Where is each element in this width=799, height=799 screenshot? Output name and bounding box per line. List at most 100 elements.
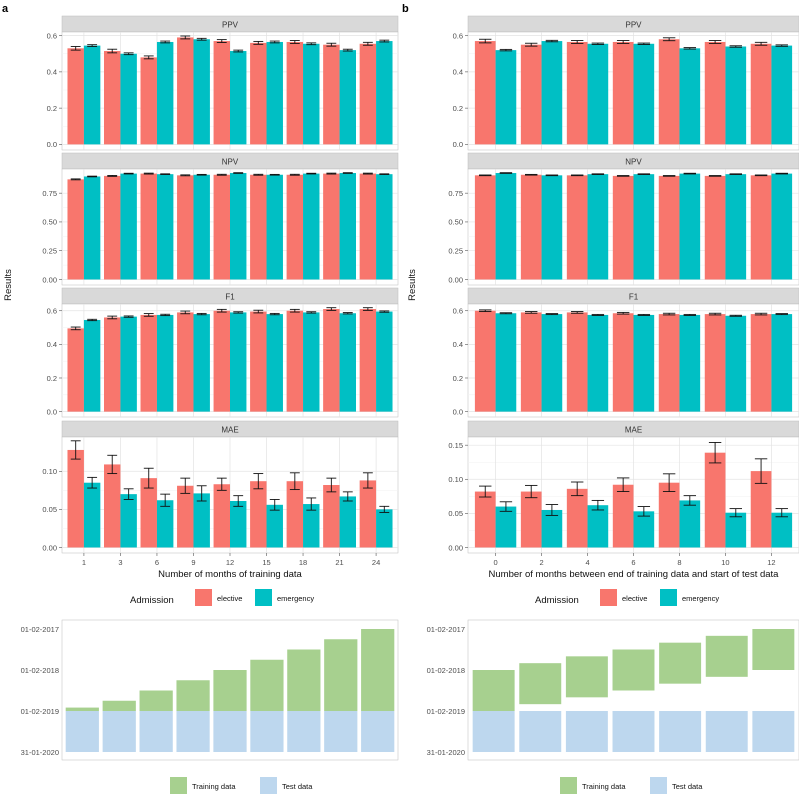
timeline-ytick-label: 01-02-2019 [427, 707, 465, 716]
facet-a-ppv-bar-elective [213, 41, 230, 145]
facet-a-npv-bar-elective [323, 173, 340, 280]
facet-b-mae-bar-elective [612, 484, 634, 548]
legend-b-emergency-swatch [660, 589, 677, 606]
facet-b-ppv-bar-elective [520, 44, 542, 145]
facet-b-mae-bar-emergency [587, 505, 609, 548]
y-axis-title: Results [3, 269, 14, 301]
facet-b-f1-bar-emergency [495, 313, 517, 412]
facet-a-npv-ytick-label: 0.00 [42, 275, 57, 284]
facet-b-ppv-bar-elective [612, 41, 634, 145]
facet-b-npv-bar-elective [658, 175, 680, 280]
facet-b-mae-ytick-label: 0.10 [448, 475, 463, 484]
facet-a-ppv-bar-elective [140, 57, 157, 145]
facet-a-f1-bar-elective [359, 309, 377, 412]
timeline-ytick-label: 01-02-2017 [427, 625, 465, 634]
facet-b-npv-bar-elective [704, 175, 726, 280]
test-data-bar [472, 711, 515, 752]
panel-label-a: a [2, 3, 9, 15]
timeline-ytick-label: 01-02-2017 [21, 625, 59, 634]
facet-b-f1-bar-elective [750, 314, 772, 412]
legend-a-emergency-swatch [255, 589, 272, 606]
facet-a-f1-bar-emergency [266, 314, 283, 412]
facet-a-mae-ytick-label: 0.10 [42, 467, 57, 476]
facet-a-npv-bar-emergency [230, 173, 247, 280]
x-tick-label: 24 [372, 558, 380, 567]
facet-b-npv-ytick-label: 0.75 [448, 189, 463, 198]
training-legend-label: Training data [582, 782, 626, 791]
facet-a-npv-bar-emergency [303, 173, 320, 280]
facet-a-npv-title: NPV [222, 158, 239, 167]
facet-a-ppv-ytick-label: 0.2 [47, 104, 57, 113]
facet-a-ppv-ytick-label: 0.4 [47, 68, 57, 77]
facet-a-ppv-bar-emergency [156, 41, 174, 145]
facet-a-npv-bar-elective [140, 173, 157, 280]
test-legend-label: Test data [282, 782, 313, 791]
facet-b-f1-bar-elective [474, 310, 496, 412]
facet-b-mae-title: MAE [625, 426, 642, 435]
facet-b-ppv-bar-emergency [771, 45, 793, 145]
training-data-bar [65, 707, 99, 711]
timeline-ytick-label: 31-01-2020 [21, 748, 59, 757]
facet-a-ppv-bar-emergency [120, 53, 137, 145]
legend-a-title: Admission [130, 595, 174, 606]
facet-a-mae-bar-elective [359, 480, 377, 548]
facet-a-ppv-bar-emergency [193, 39, 210, 145]
test-legend-label: Test data [672, 782, 703, 791]
facet-a-f1-bar-elective [67, 328, 84, 412]
training-data-bar [139, 690, 173, 711]
x-tick-label: 12 [226, 558, 234, 567]
facet-b-mae-bar-emergency [495, 506, 517, 548]
facet-b-ppv-bar-elective [566, 41, 588, 145]
panel-label-b: b [402, 3, 409, 15]
facet-a-f1-bar-emergency [120, 316, 137, 412]
facet-b-ppv-title: PPV [625, 21, 642, 30]
facet-b-ppv-bar-elective [658, 39, 680, 145]
facet-a-f1-ytick-label: 0.0 [47, 407, 57, 416]
facet-a-f1-bar-elective [213, 310, 230, 412]
facet-b-ppv-bar-emergency [725, 46, 747, 145]
facet-a-f1-ytick-label: 0.6 [47, 307, 57, 316]
facet-b-npv-title: NPV [625, 158, 642, 167]
x-axis-title: Number of months between end of training… [489, 569, 780, 580]
facet-a-mae-bar-elective [286, 481, 304, 548]
x-tick-label: 2 [539, 558, 543, 567]
test-data-bar [176, 711, 210, 752]
legend-a-emergency-label: emergency [277, 594, 314, 603]
facet-b-f1-bar-emergency [725, 315, 747, 412]
test-data-bar [659, 711, 702, 752]
facet-a-ppv-ytick-label: 0.0 [47, 140, 57, 149]
training-data-bar [565, 656, 608, 698]
facet-b-f1-bar-emergency [633, 314, 655, 412]
facet-a-npv-bar-elective [67, 179, 84, 280]
test-data-bar [250, 711, 284, 752]
facet-a-ppv-bar-elective [104, 51, 121, 145]
facet-b-mae-ytick-label: 0.15 [448, 441, 463, 450]
facet-b-ppv-ytick-label: 0.2 [453, 104, 463, 113]
facet-a-npv-bar-emergency [83, 176, 101, 280]
facet-b-f1-ytick-label: 0.0 [453, 407, 463, 416]
facet-b-ppv-bar-elective [474, 41, 496, 145]
facet-b-ppv-ytick-label: 0.6 [453, 31, 463, 40]
facet-a-ppv-bar-elective [323, 44, 340, 145]
test-data-bar [287, 711, 321, 752]
facet-b-npv-bar-elective [566, 175, 588, 280]
facet-a-npv-bar-emergency [339, 173, 356, 280]
legend-a-elective-swatch [195, 589, 212, 606]
facet-b-npv-bar-elective [474, 175, 496, 280]
facet-a-npv-bar-emergency [120, 173, 137, 280]
facet-a-mae-bar-emergency [266, 504, 283, 548]
facet-a-f1-bar-elective [104, 317, 121, 412]
facet-b-npv-bar-emergency [541, 175, 563, 280]
test-legend-swatch [260, 777, 277, 794]
facet-a-f1-bar-emergency [376, 311, 393, 412]
facet-a-ppv-bar-elective [359, 43, 377, 145]
facet-b-mae-bar-elective [474, 491, 496, 548]
facet-a-f1-ytick-label: 0.2 [47, 374, 57, 383]
x-tick-label: 6 [155, 558, 159, 567]
facet-a-mae-bar-emergency [156, 500, 174, 548]
facet-a-ppv-bar-emergency [303, 43, 320, 145]
facet-b-mae-bar-elective [704, 452, 726, 548]
facet-a-mae-ytick-label: 0.05 [42, 505, 57, 514]
test-data-bar [139, 711, 173, 752]
facet-b-npv-ytick-label: 0.25 [448, 247, 463, 256]
